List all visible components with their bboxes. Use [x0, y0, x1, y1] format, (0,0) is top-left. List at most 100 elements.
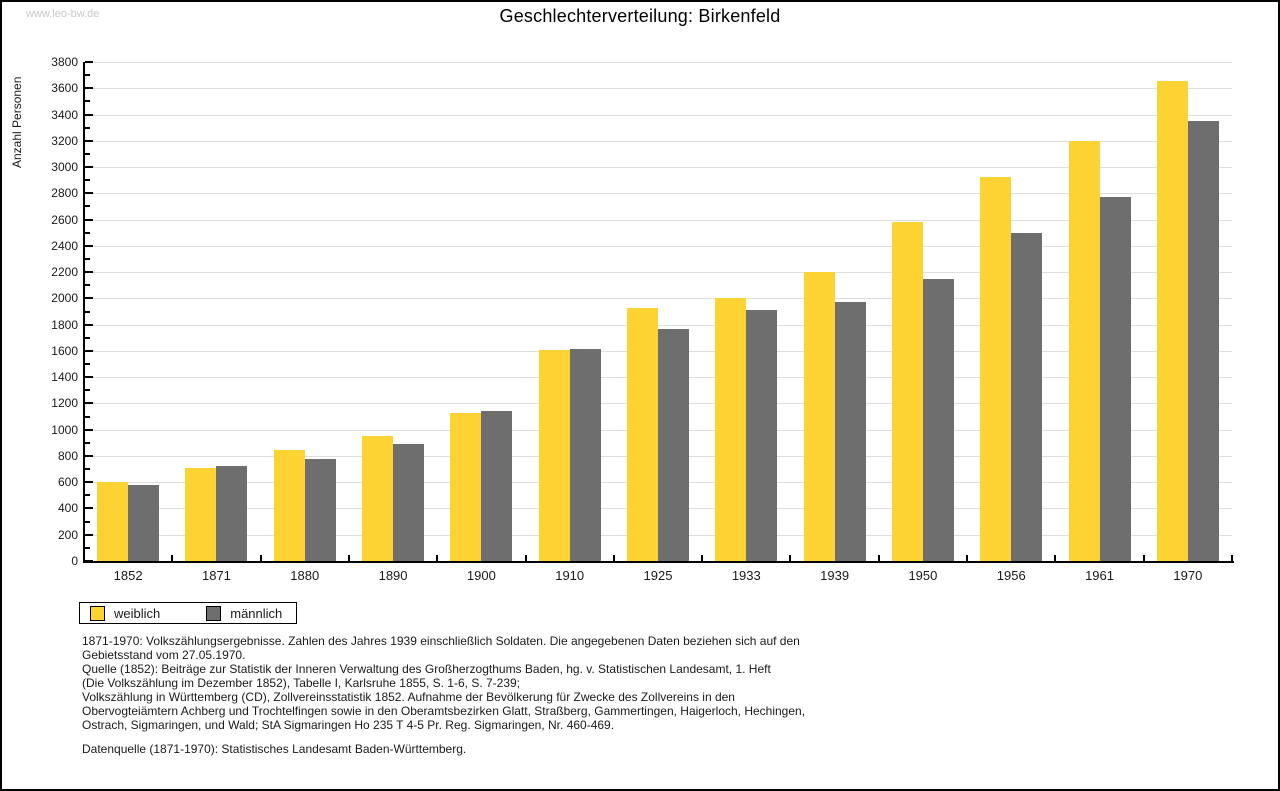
- y-tick-label-2000: 2000: [51, 291, 78, 306]
- y-tick-2900: [85, 179, 90, 182]
- gridline-3400: [85, 114, 1232, 116]
- y-tick-label-2200: 2200: [51, 265, 78, 280]
- bar-weiblich-1925: [627, 308, 658, 561]
- y-tick-2200: [85, 271, 93, 274]
- y-tick-3400: [85, 113, 93, 116]
- y-tick-2800: [85, 192, 93, 195]
- y-tick-2100: [85, 284, 90, 287]
- y-tick-label-3000: 3000: [51, 160, 78, 175]
- y-tick-2000: [85, 297, 93, 300]
- bar-männlich-1871: [216, 465, 248, 561]
- y-tick-300: [85, 520, 90, 523]
- bar-weiblich-1852: [97, 482, 129, 561]
- bar-weiblich-1961: [1068, 140, 1100, 561]
- bar-weiblich-1970: [1156, 81, 1188, 561]
- bar-männlich-1956: [1011, 232, 1043, 561]
- y-tick-3000: [85, 166, 93, 169]
- y-tick-3200: [85, 139, 93, 142]
- y-tick-1800: [85, 323, 93, 326]
- y-tick-label-400: 400: [57, 501, 78, 516]
- y-tick-1300: [85, 389, 90, 392]
- bar-weiblich-1871: [185, 467, 217, 561]
- y-tick-1600: [85, 349, 93, 352]
- x-tick-label-1970: 1970: [1173, 568, 1203, 583]
- watermark-text: www.leo-bw.de: [26, 8, 100, 20]
- y-tick-1500: [85, 363, 90, 366]
- y-tick-3500: [85, 100, 90, 103]
- x-tick-0: [83, 555, 85, 561]
- x-tick-label-1956: 1956: [996, 568, 1026, 583]
- footnote-line-6: Obervogteiämtern Achberg und Trochtelfin…: [82, 704, 806, 718]
- x-tick-5: [524, 555, 527, 561]
- y-tick-2400: [85, 244, 93, 247]
- bar-männlich-1890: [393, 444, 425, 561]
- x-tick-label-1880: 1880: [290, 568, 320, 583]
- y-tick-label-3200: 3200: [51, 133, 78, 148]
- x-tick-4: [436, 555, 439, 561]
- y-tick-1700: [85, 336, 90, 339]
- y-tick-2500: [85, 231, 90, 234]
- y-tick-3700: [85, 74, 90, 77]
- y-tick-2600: [85, 218, 93, 221]
- x-tick-9: [877, 555, 880, 561]
- y-tick-label-1000: 1000: [51, 422, 78, 437]
- bar-weiblich-1900: [450, 413, 482, 561]
- bar-weiblich-1939: [803, 272, 835, 561]
- y-tick-label-2800: 2800: [51, 186, 78, 201]
- gridline-3200: [85, 140, 1232, 142]
- y-tick-label-3400: 3400: [51, 107, 78, 122]
- y-tick-1400: [85, 376, 93, 379]
- gridline-2400: [85, 245, 1232, 247]
- y-tick-label-3600: 3600: [51, 81, 78, 96]
- x-tick-7: [701, 555, 704, 561]
- y-tick-1900: [85, 310, 90, 313]
- gridline-2600: [85, 219, 1232, 221]
- y-tick-label-0: 0: [71, 554, 78, 568]
- x-tick-8: [789, 555, 792, 561]
- y-tick-1200: [85, 402, 93, 405]
- y-tick-1000: [85, 428, 93, 431]
- bar-männlich-1900: [481, 411, 513, 561]
- bar-männlich-1950: [922, 278, 954, 561]
- y-tick-2700: [85, 205, 90, 208]
- y-tick-1100: [85, 415, 90, 418]
- y-tick-500: [85, 494, 90, 497]
- x-tick-1: [171, 555, 174, 561]
- footnote-line-5: Volkszählung in Württemberg (CD), Zollve…: [82, 690, 735, 704]
- y-tick-3300: [85, 126, 90, 129]
- bar-weiblich-1880: [273, 450, 305, 561]
- gridline-2800: [85, 193, 1232, 195]
- x-tick-label-1939: 1939: [820, 568, 850, 583]
- y-tick-label-800: 800: [57, 448, 78, 463]
- bar-weiblich-1890: [362, 436, 394, 561]
- y-tick-2300: [85, 257, 90, 260]
- x-tick-label-1933: 1933: [731, 568, 761, 583]
- legend-label-maennlich: männlich: [230, 605, 283, 621]
- footnote-line-4: (Die Volkszählung im Dezember 1852), Tab…: [82, 676, 521, 690]
- bar-männlich-1852: [128, 484, 160, 561]
- x-tick-label-1925: 1925: [643, 568, 673, 583]
- x-tick-label-1961: 1961: [1085, 568, 1114, 583]
- x-tick-2: [259, 555, 262, 561]
- bar-männlich-1925: [658, 329, 689, 561]
- bar-weiblich-1910: [538, 349, 570, 561]
- gridline-3800: [85, 62, 1232, 63]
- legend-label-weiblich: weiblich: [114, 605, 161, 621]
- bar-männlich-1910: [569, 348, 601, 561]
- y-tick-0: [85, 560, 93, 562]
- y-tick-3800: [85, 61, 93, 63]
- y-tick-3100: [85, 152, 90, 155]
- y-tick-label-1800: 1800: [51, 317, 78, 332]
- legend-swatch-weiblich: [90, 605, 105, 621]
- x-tick-3: [347, 555, 350, 561]
- y-tick-600: [85, 481, 93, 484]
- y-tick-label-200: 200: [57, 527, 78, 542]
- x-tick-13: [1231, 555, 1233, 561]
- gridline-2000: [85, 298, 1232, 300]
- bar-männlich-1933: [746, 310, 778, 561]
- x-tick-label-1890: 1890: [378, 568, 408, 583]
- gridline-3000: [85, 167, 1232, 169]
- x-tick-label-1900: 1900: [466, 568, 496, 583]
